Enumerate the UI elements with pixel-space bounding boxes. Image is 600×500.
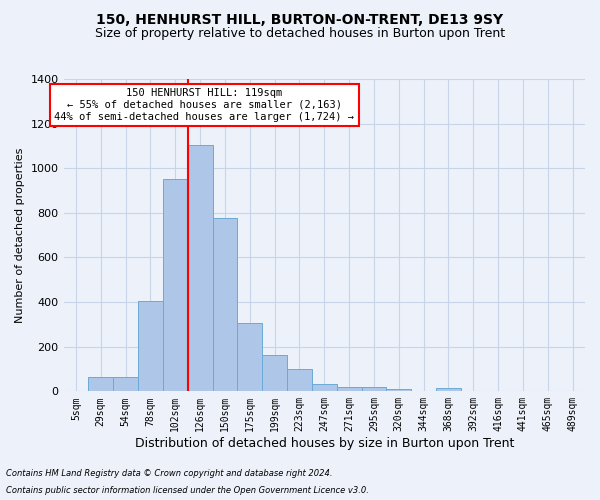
- Bar: [88, 377, 113, 392]
- Text: Contains public sector information licensed under the Open Government Licence v3: Contains public sector information licen…: [6, 486, 369, 495]
- Bar: [212, 218, 238, 392]
- Bar: [163, 180, 188, 392]
- Text: 150 HENHURST HILL: 119sqm
← 55% of detached houses are smaller (2,163)
44% of se: 150 HENHURST HILL: 119sqm ← 55% of detac…: [55, 88, 355, 122]
- Bar: [436, 388, 461, 392]
- Bar: [337, 387, 362, 392]
- X-axis label: Distribution of detached houses by size in Burton upon Trent: Distribution of detached houses by size …: [134, 437, 514, 450]
- Bar: [113, 377, 138, 392]
- Bar: [138, 301, 163, 392]
- Bar: [386, 389, 411, 392]
- Bar: [238, 324, 262, 392]
- Bar: [287, 369, 312, 392]
- Text: Contains HM Land Registry data © Crown copyright and database right 2024.: Contains HM Land Registry data © Crown c…: [6, 468, 332, 477]
- Bar: [362, 387, 386, 392]
- Bar: [262, 354, 287, 392]
- Bar: [312, 384, 337, 392]
- Y-axis label: Number of detached properties: Number of detached properties: [15, 148, 25, 323]
- Text: Size of property relative to detached houses in Burton upon Trent: Size of property relative to detached ho…: [95, 28, 505, 40]
- Text: 150, HENHURST HILL, BURTON-ON-TRENT, DE13 9SY: 150, HENHURST HILL, BURTON-ON-TRENT, DE1…: [97, 12, 503, 26]
- Bar: [188, 145, 212, 392]
